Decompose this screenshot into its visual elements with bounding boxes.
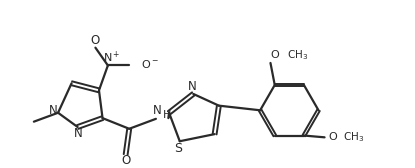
Text: S: S xyxy=(174,142,182,155)
Text: O: O xyxy=(328,132,337,142)
Text: H: H xyxy=(163,110,171,120)
Text: O: O xyxy=(90,34,99,47)
Text: CH$_3$: CH$_3$ xyxy=(287,48,308,62)
Text: O$^-$: O$^-$ xyxy=(141,58,159,70)
Text: CH$_3$: CH$_3$ xyxy=(343,130,364,144)
Text: N: N xyxy=(49,104,57,117)
Text: N$^+$: N$^+$ xyxy=(103,50,121,65)
Text: N: N xyxy=(188,80,196,93)
Text: N: N xyxy=(74,127,83,140)
Text: O: O xyxy=(270,50,279,60)
Text: O: O xyxy=(122,154,131,167)
Text: N: N xyxy=(153,104,162,117)
